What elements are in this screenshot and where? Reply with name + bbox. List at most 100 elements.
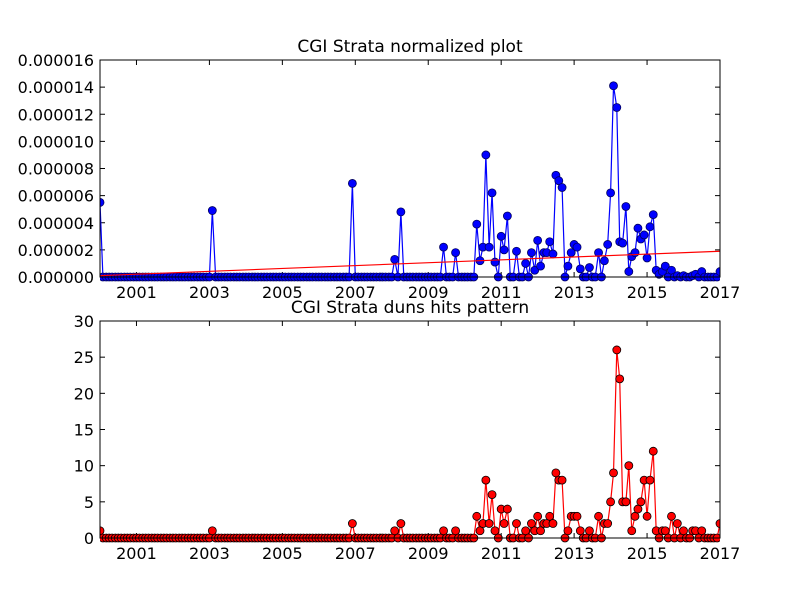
chart2-data-point (633, 504, 643, 514)
chart2-data-point (100, 526, 105, 536)
chart2-data-point (551, 468, 561, 478)
chart1-trend-line (100, 250, 720, 277)
chart1-data-point (618, 238, 628, 248)
chart1-data-point (502, 211, 512, 221)
chart1-data-point (563, 261, 573, 271)
chart2-data-point (660, 526, 670, 536)
chart1-y-tick-label: 0.000012 (18, 105, 94, 124)
chart2-data-point (575, 526, 585, 536)
chart2-data-point (521, 526, 531, 536)
chart2-data-point (627, 526, 637, 536)
chart2-x-tick-label: 2007 (335, 544, 376, 563)
chart2-data-point (527, 519, 536, 528)
chart1-data-point (390, 254, 400, 264)
chart1-data-point (533, 235, 543, 245)
chart2-data-point (536, 526, 545, 536)
chart2-data-point (347, 519, 357, 528)
chart1-data-point (347, 179, 357, 188)
chart2-data-point (557, 475, 567, 485)
chart2-data-point (624, 461, 634, 471)
chart1-data-point (487, 188, 497, 198)
chart2-data-point (490, 526, 500, 536)
chart2-data-point (648, 446, 658, 456)
chart1-data-point (660, 261, 670, 271)
chart2-data-point (679, 526, 688, 536)
chart1-data-point (521, 259, 531, 268)
chart1-data-point (624, 267, 634, 276)
chart2-data-point (594, 511, 603, 521)
chart2-data-point (475, 526, 485, 536)
chart2-data-point (645, 475, 655, 485)
chart1-data-point (484, 242, 494, 252)
chart2-data-point (207, 526, 217, 536)
chart2-data-point (390, 526, 400, 536)
chart2-title: CGI Strata duns hits pattern (291, 298, 529, 318)
chart1-data-point (599, 256, 609, 266)
chart2-x-tick-label: 2009 (408, 544, 449, 563)
chart2-x-tick-label: 2011 (481, 544, 522, 563)
chart2-data-point (439, 526, 448, 536)
chart2-data-point (499, 519, 509, 528)
chart2-data-point (715, 519, 720, 528)
chart2-data-point (472, 511, 482, 521)
chart1-data-point (575, 264, 585, 274)
chart1-data-point (630, 248, 640, 257)
chart2-data-point (484, 519, 494, 528)
chart1-x-tick-label: 2011 (481, 283, 522, 302)
chart1-data-point (490, 257, 500, 267)
chart1-data-point (645, 222, 655, 232)
chart2-y-tick-label: 10 (74, 457, 94, 476)
chart2-x-tick-label: 2017 (700, 544, 741, 563)
chart2-axes-frame (99, 320, 721, 539)
chart1-data-point (481, 150, 491, 160)
chart1-x-tick-label: 2005 (262, 283, 303, 302)
chart1-y-tick-label: 0.000016 (18, 51, 94, 70)
chart2-data-point (512, 519, 521, 528)
chart1-x-tick-label: 2013 (554, 283, 595, 302)
chart1-data-point (396, 207, 406, 217)
chart2-y-tick-label: 25 (74, 348, 94, 367)
chart2-data-point (603, 519, 613, 528)
chart2-data-point (545, 511, 555, 521)
chart2-x-tick-label: 2013 (554, 544, 595, 563)
chart2-data-point (609, 468, 618, 478)
chart1-y-tick-label: 0.000014 (18, 78, 94, 97)
chart2-y-tick-label: 20 (74, 384, 94, 403)
chart2-data-point (672, 519, 682, 528)
chart1-y-tick-label: 0.000004 (18, 214, 94, 233)
chart2-data-point (451, 526, 460, 536)
chart1-data-point (715, 267, 720, 276)
chart2-x-tick-label: 2001 (116, 544, 157, 563)
chart1-data-point (545, 237, 555, 247)
chart1-data-point (451, 248, 460, 257)
chart1-data-point (648, 210, 658, 220)
chart1-y-tick-label: 0.000006 (18, 187, 94, 206)
chart2-data-point (502, 504, 512, 514)
chart2-x-tick-label: 2003 (189, 544, 230, 563)
chart2-x-tick-label: 2005 (262, 544, 303, 563)
chart1-y-tick-label: 0.000002 (18, 241, 94, 260)
chart2-data-point (606, 497, 615, 507)
chart2-data-point (563, 526, 573, 536)
chart1-data-point (207, 206, 217, 215)
chart1-data-point (512, 246, 521, 256)
chart2-y-tick-label: 15 (74, 421, 94, 440)
chart1-data-point (548, 249, 558, 259)
chart2-data-point (697, 526, 707, 536)
chart1-data-point (439, 242, 448, 252)
chart1-data-point (472, 219, 482, 229)
chart1-x-tick-label: 2003 (189, 283, 230, 302)
chart2-data-point (572, 511, 582, 521)
chart2-data-point (533, 511, 543, 521)
chart2-data-point (642, 511, 652, 521)
chart2-plot-area (100, 345, 720, 543)
chart1-data-point (639, 230, 649, 240)
chart1-data-point (603, 240, 613, 249)
chart1-data-point (536, 261, 545, 271)
chart1-x-tick-label: 2017 (700, 283, 741, 302)
chart1-plot-area (100, 81, 720, 282)
chart2-y-tick-label: 30 (74, 312, 94, 331)
chart1-x-tick-label: 2001 (116, 283, 157, 302)
chart1-data-point (585, 263, 594, 272)
chart1-data-point (499, 245, 509, 255)
